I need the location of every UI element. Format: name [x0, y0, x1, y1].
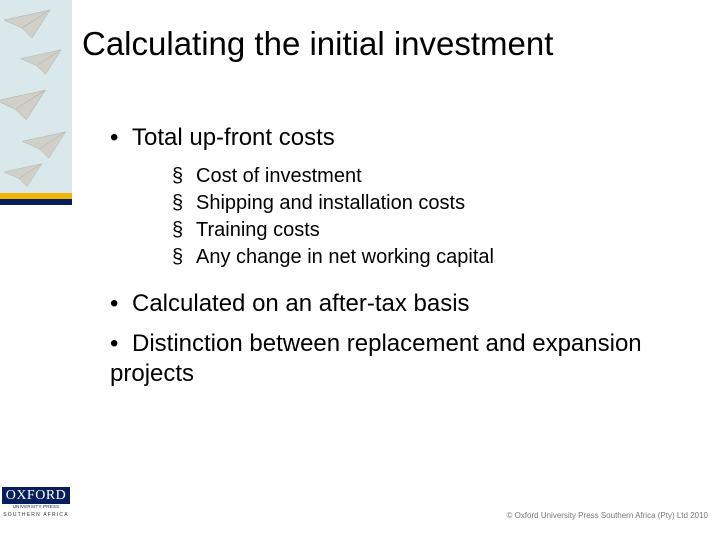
paper-plane-icon — [18, 48, 64, 78]
copyright-text: © Oxford University Press Southern Afric… — [506, 511, 708, 520]
bullet-lvl2-group: Cost of investment Shipping and installa… — [172, 163, 720, 271]
content-area: Calculating the initial investment Total… — [80, 0, 720, 540]
bullet-lvl2-text: Any change in net working capital — [196, 246, 494, 268]
bullet-lvl1: Total up-front costs — [110, 123, 720, 153]
bullet-lvl1: Calculated on an after-tax basis — [110, 289, 720, 319]
bullet-lvl2: Training costs — [172, 217, 720, 244]
bullet-lvl2-text: Shipping and installation costs — [196, 192, 465, 214]
bullet-lvl2: Cost of investment — [172, 163, 720, 190]
bullet-lvl2: Any change in net working capital — [172, 244, 720, 271]
publisher-logo: OXFORD UNIVERSITY PRESS SOUTHERN AFRICA — [0, 486, 72, 518]
paper-plane-icon — [20, 130, 68, 162]
paper-plane-icon — [2, 8, 52, 42]
paper-plane-icon — [2, 162, 44, 190]
bullet-lvl2-text: Cost of investment — [196, 165, 362, 187]
bullet-lvl1: Distinction between replacement and expa… — [110, 329, 720, 389]
sidebar: OXFORD UNIVERSITY PRESS SOUTHERN AFRICA — [0, 0, 72, 540]
sidebar-decorative-panel — [0, 0, 72, 193]
bullet-lvl2-text: Training costs — [196, 219, 320, 241]
logo-sub1-text: UNIVERSITY PRESS — [0, 505, 72, 510]
bullet-lvl1-text: Distinction between replacement and expa… — [110, 330, 642, 387]
bullet-lvl1-text: Total up-front costs — [132, 124, 335, 151]
logo-main-text: OXFORD — [2, 487, 71, 504]
slide-title: Calculating the initial investment — [82, 25, 720, 63]
logo-sub2-text: SOUTHERN AFRICA — [0, 512, 72, 518]
bullet-lvl1-text: Calculated on an after-tax basis — [132, 290, 470, 317]
paper-plane-icon — [0, 88, 48, 124]
slide-body: Total up-front costs Cost of investment … — [110, 123, 720, 389]
bullet-lvl2: Shipping and installation costs — [172, 190, 720, 217]
sidebar-bottom: OXFORD UNIVERSITY PRESS SOUTHERN AFRICA — [0, 205, 72, 540]
